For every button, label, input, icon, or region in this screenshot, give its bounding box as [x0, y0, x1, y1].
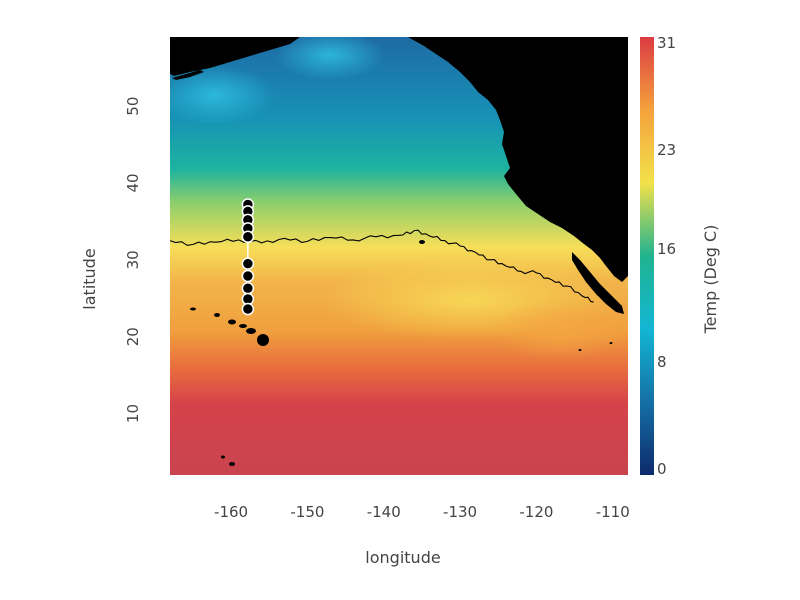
cool-water-patch	[275, 37, 385, 80]
colorbar-ticks: 0 8 16 23 31	[657, 34, 676, 478]
sample-point	[241, 282, 255, 295]
sample-points	[241, 198, 255, 316]
sample-point	[241, 230, 255, 244]
colorbar-tick-label: 16	[657, 240, 676, 258]
colorbar	[640, 37, 654, 475]
x-tick-label: -130	[443, 503, 477, 521]
x-tick-label: -150	[290, 503, 324, 521]
alaska-coast-landmass	[170, 37, 300, 76]
cool-water-patch	[170, 65, 275, 125]
y-tick-label: 20	[124, 327, 142, 346]
x-tick-label: -160	[214, 503, 248, 521]
x-tick-label: -140	[367, 503, 401, 521]
colorbar-tick-label: 31	[657, 34, 676, 52]
x-axis-title: longitude	[365, 548, 440, 567]
y-tick-label: 40	[124, 173, 142, 192]
x-axis-ticks: -160 -150 -140 -130 -120 -110	[214, 503, 630, 521]
warm-band-patch	[490, 300, 628, 360]
y-axis-title: latitude	[80, 248, 99, 309]
x-tick-label: -120	[519, 503, 553, 521]
heatmap-field	[170, 37, 628, 475]
x-tick-label: -110	[596, 503, 630, 521]
colorbar-tick-label: 8	[657, 353, 667, 371]
hawaii-islands	[190, 240, 613, 466]
baja-california-landmass	[572, 252, 624, 314]
y-tick-label: 30	[124, 250, 142, 269]
sample-point	[241, 269, 255, 283]
colorbar-title: Temp (Deg C)	[701, 225, 720, 335]
y-tick-label: 50	[124, 97, 142, 116]
y-tick-label: 10	[124, 404, 142, 423]
colorbar-tick-label: 23	[657, 141, 676, 159]
y-axis-ticks: 10 20 30 40 50	[124, 97, 142, 423]
north-america-landmass	[408, 37, 628, 282]
sample-point	[241, 302, 255, 316]
colorbar-tick-label: 0	[657, 460, 667, 478]
sample-point	[241, 257, 255, 270]
aleutian-islands-landmass	[172, 70, 204, 80]
temperature-contour-line	[170, 229, 594, 303]
